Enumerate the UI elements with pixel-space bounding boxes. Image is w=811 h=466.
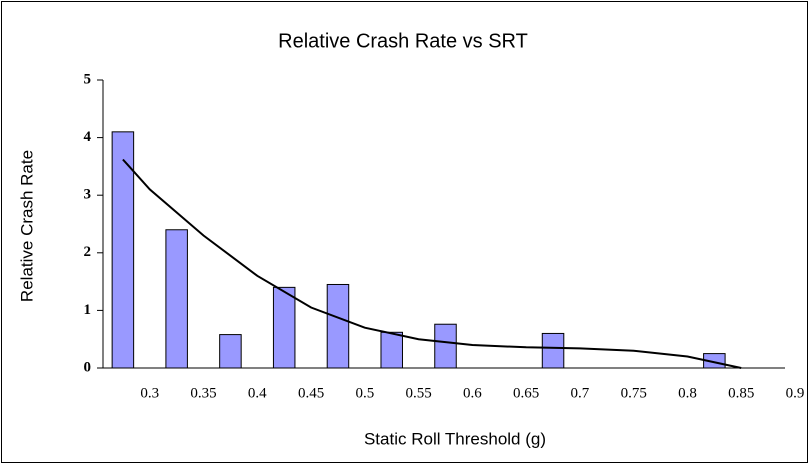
x-tick-label: 0.85	[728, 385, 754, 401]
trend-line	[122, 158, 742, 369]
x-tick-label: 0.6	[463, 385, 482, 401]
bar	[541, 332, 565, 369]
x-tick-label: 0.4	[248, 385, 267, 401]
bar	[434, 323, 457, 369]
x-tick-label: 0.45	[298, 385, 324, 401]
y-tick-label: 1	[84, 302, 92, 318]
x-tick-label: 0.7	[571, 385, 590, 401]
bar	[380, 331, 403, 369]
y-tick-label: 3	[84, 187, 92, 203]
x-tick-label: 0.35	[190, 385, 216, 401]
y-axis-label: Relative Crash Rate	[17, 150, 36, 302]
bar	[272, 286, 296, 369]
bar	[165, 229, 188, 369]
x-tick-label: 0.65	[513, 385, 539, 401]
y-tick-label: 2	[84, 244, 92, 260]
x-tick-label: 0.55	[405, 385, 431, 401]
x-tick-label: 0.9	[786, 385, 805, 401]
y-tick-label: 4	[84, 129, 92, 145]
x-tick-label: 0.75	[621, 385, 647, 401]
x-axis-label: Static Roll Threshold (g)	[364, 429, 546, 448]
y-tick-label: 0	[84, 359, 92, 375]
chart-title: Relative Crash Rate vs SRT	[278, 30, 528, 52]
x-tick-label: 0.5	[355, 385, 374, 401]
bar	[219, 334, 242, 369]
y-tick-label: 5	[84, 71, 92, 87]
x-tick-label: 0.3	[140, 385, 159, 401]
bar	[326, 283, 350, 369]
x-tick-label: 0.8	[678, 385, 697, 401]
